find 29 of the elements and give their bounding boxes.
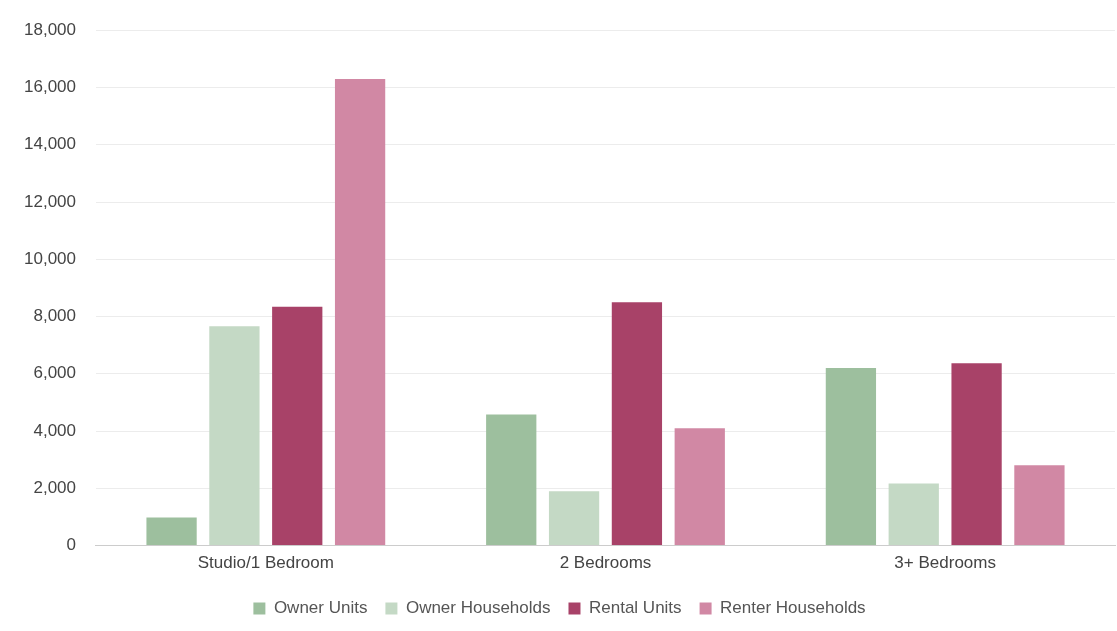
bar: [951, 363, 1002, 546]
x-tick-label: 2 Bedrooms: [559, 553, 652, 573]
y-tick-label: 14,000: [24, 134, 76, 154]
y-tick-label: 2,000: [33, 478, 76, 498]
bar: [1014, 465, 1065, 546]
y-tick-label: 10,000: [24, 248, 76, 268]
y-tick-label: 0: [66, 535, 76, 555]
bar: [674, 428, 725, 546]
legend-label: Owner Units: [273, 598, 368, 618]
legend-label: Owner Households: [405, 598, 551, 618]
y-tick-label: 16,000: [24, 77, 76, 97]
bar: [209, 326, 260, 546]
x-tick-label: 3+ Bedrooms: [894, 553, 996, 573]
y-tick-label: 6,000: [33, 363, 76, 383]
y-tick-label: 12,000: [24, 191, 76, 211]
legend-label: Rental Units: [588, 598, 682, 618]
bar: [888, 483, 939, 546]
bar: [825, 368, 877, 546]
bar: [272, 306, 323, 546]
y-tick-label: 4,000: [33, 420, 76, 440]
legend-label: Renter Households: [720, 598, 866, 618]
x-tick-label: Studio/1 Bedroom: [197, 553, 334, 573]
bar: [611, 302, 663, 546]
y-tick-label: 18,000: [24, 19, 76, 39]
bar: [146, 517, 197, 546]
bar: [334, 78, 386, 546]
bar: [548, 491, 600, 546]
y-tick-label: 8,000: [33, 306, 76, 326]
bar: [486, 414, 537, 546]
